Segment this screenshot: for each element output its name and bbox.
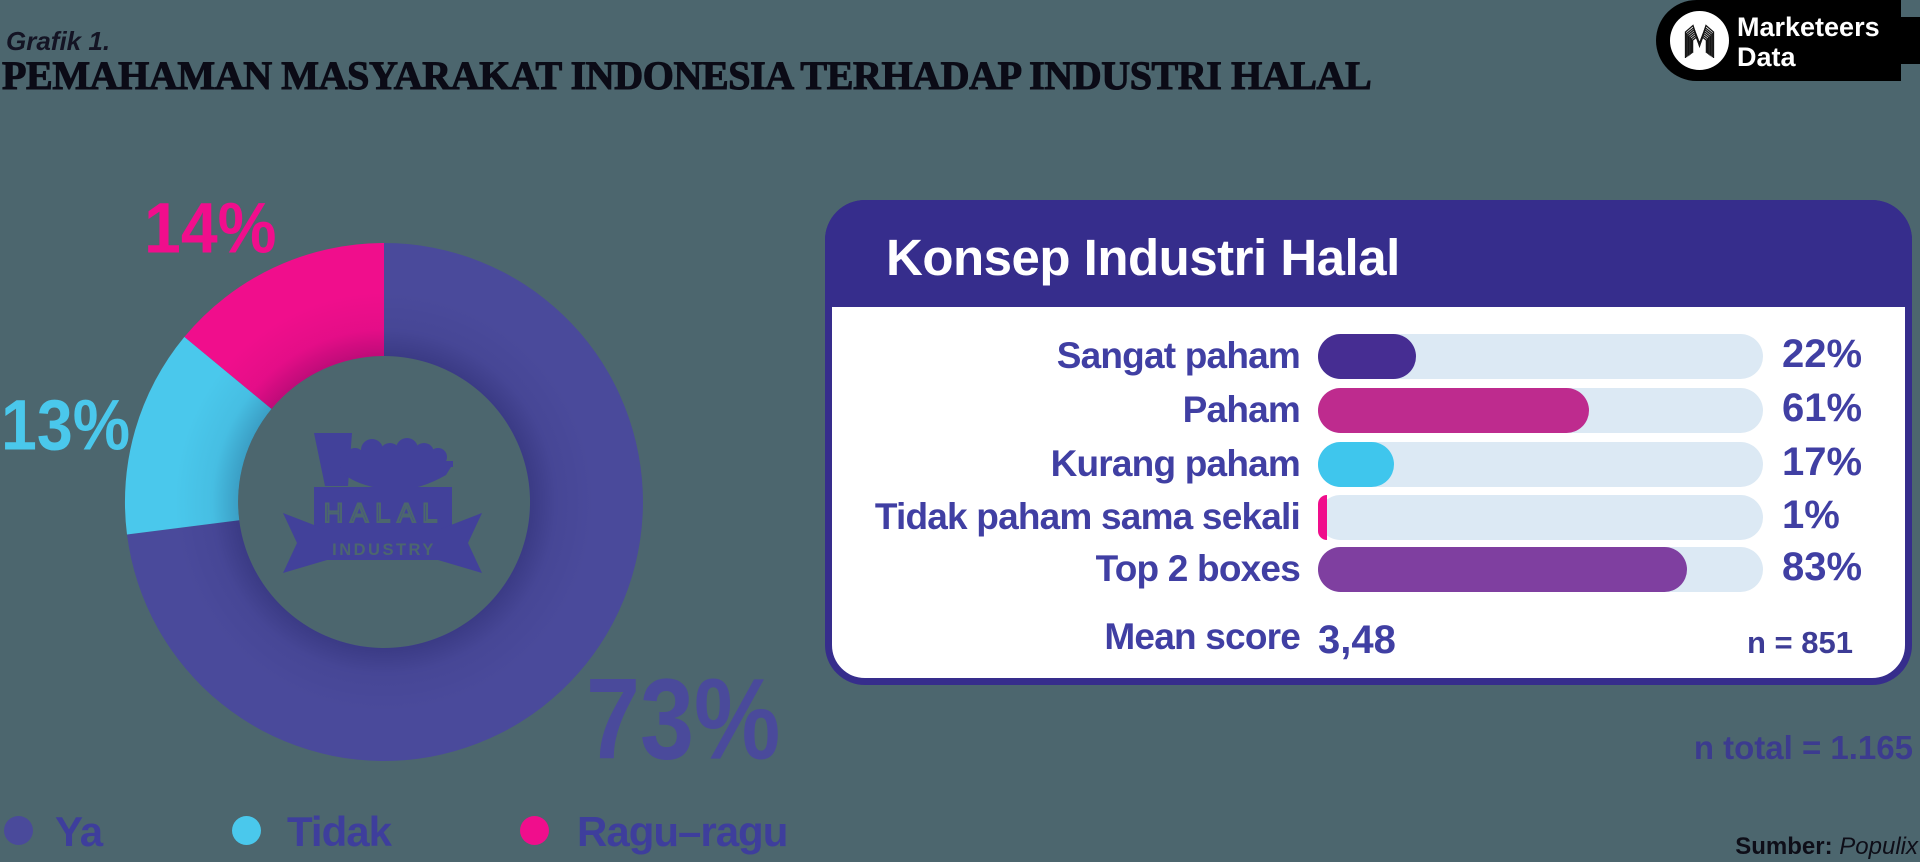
svg-text:INDUSTRY: INDUSTRY — [332, 541, 436, 559]
svg-text:HALAL: HALAL — [324, 498, 445, 528]
